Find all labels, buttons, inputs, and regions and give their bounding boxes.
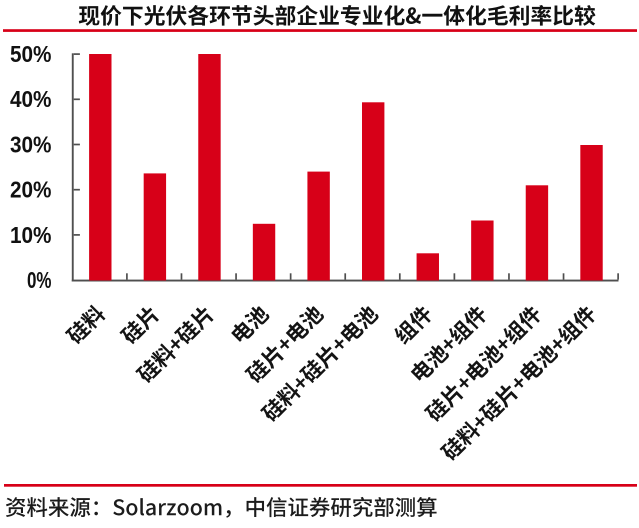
svg-text:20%: 20% xyxy=(10,177,52,203)
svg-text:0%: 0% xyxy=(27,267,52,293)
svg-text:40%: 40% xyxy=(10,86,52,112)
svg-text:30%: 30% xyxy=(10,131,52,157)
svg-text:10%: 10% xyxy=(10,222,52,248)
svg-text:50%: 50% xyxy=(10,41,52,67)
